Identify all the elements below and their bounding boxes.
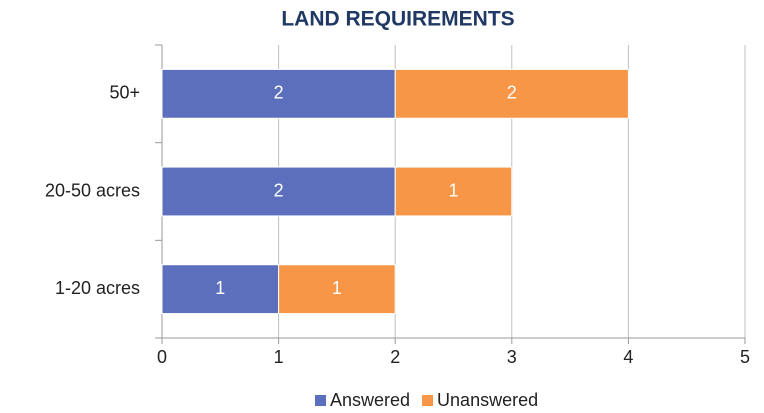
x-tick-label: 0 [157,347,167,367]
x-tick-label: 4 [623,347,633,367]
x-tick-label: 1 [274,347,284,367]
chart-title: LAND REQUIREMENTS [281,8,514,31]
bar-segment [278,264,396,315]
legend-label: Answered [330,390,410,410]
y-tick-label: 1-20 acres [55,278,140,298]
data-label: 2 [507,83,517,103]
bar-segment [161,166,396,217]
x-tick-label: 2 [390,347,400,367]
x-tick-label: 5 [740,347,750,367]
data-label: 1 [448,180,458,200]
data-label: 2 [274,83,284,103]
bar-segment [161,264,280,315]
legend-label: Unanswered [437,390,538,410]
data-label: 1 [215,278,225,298]
legend-swatch [422,395,434,406]
bar-segment [394,68,629,119]
legend-swatch [315,395,326,406]
y-tick-label: 20-50 acres [45,180,140,200]
bar-segment [394,166,513,217]
y-tick-label: 50+ [109,83,140,103]
x-tick-label: 3 [507,347,517,367]
data-label: 1 [332,278,342,298]
data-label: 2 [274,180,284,200]
